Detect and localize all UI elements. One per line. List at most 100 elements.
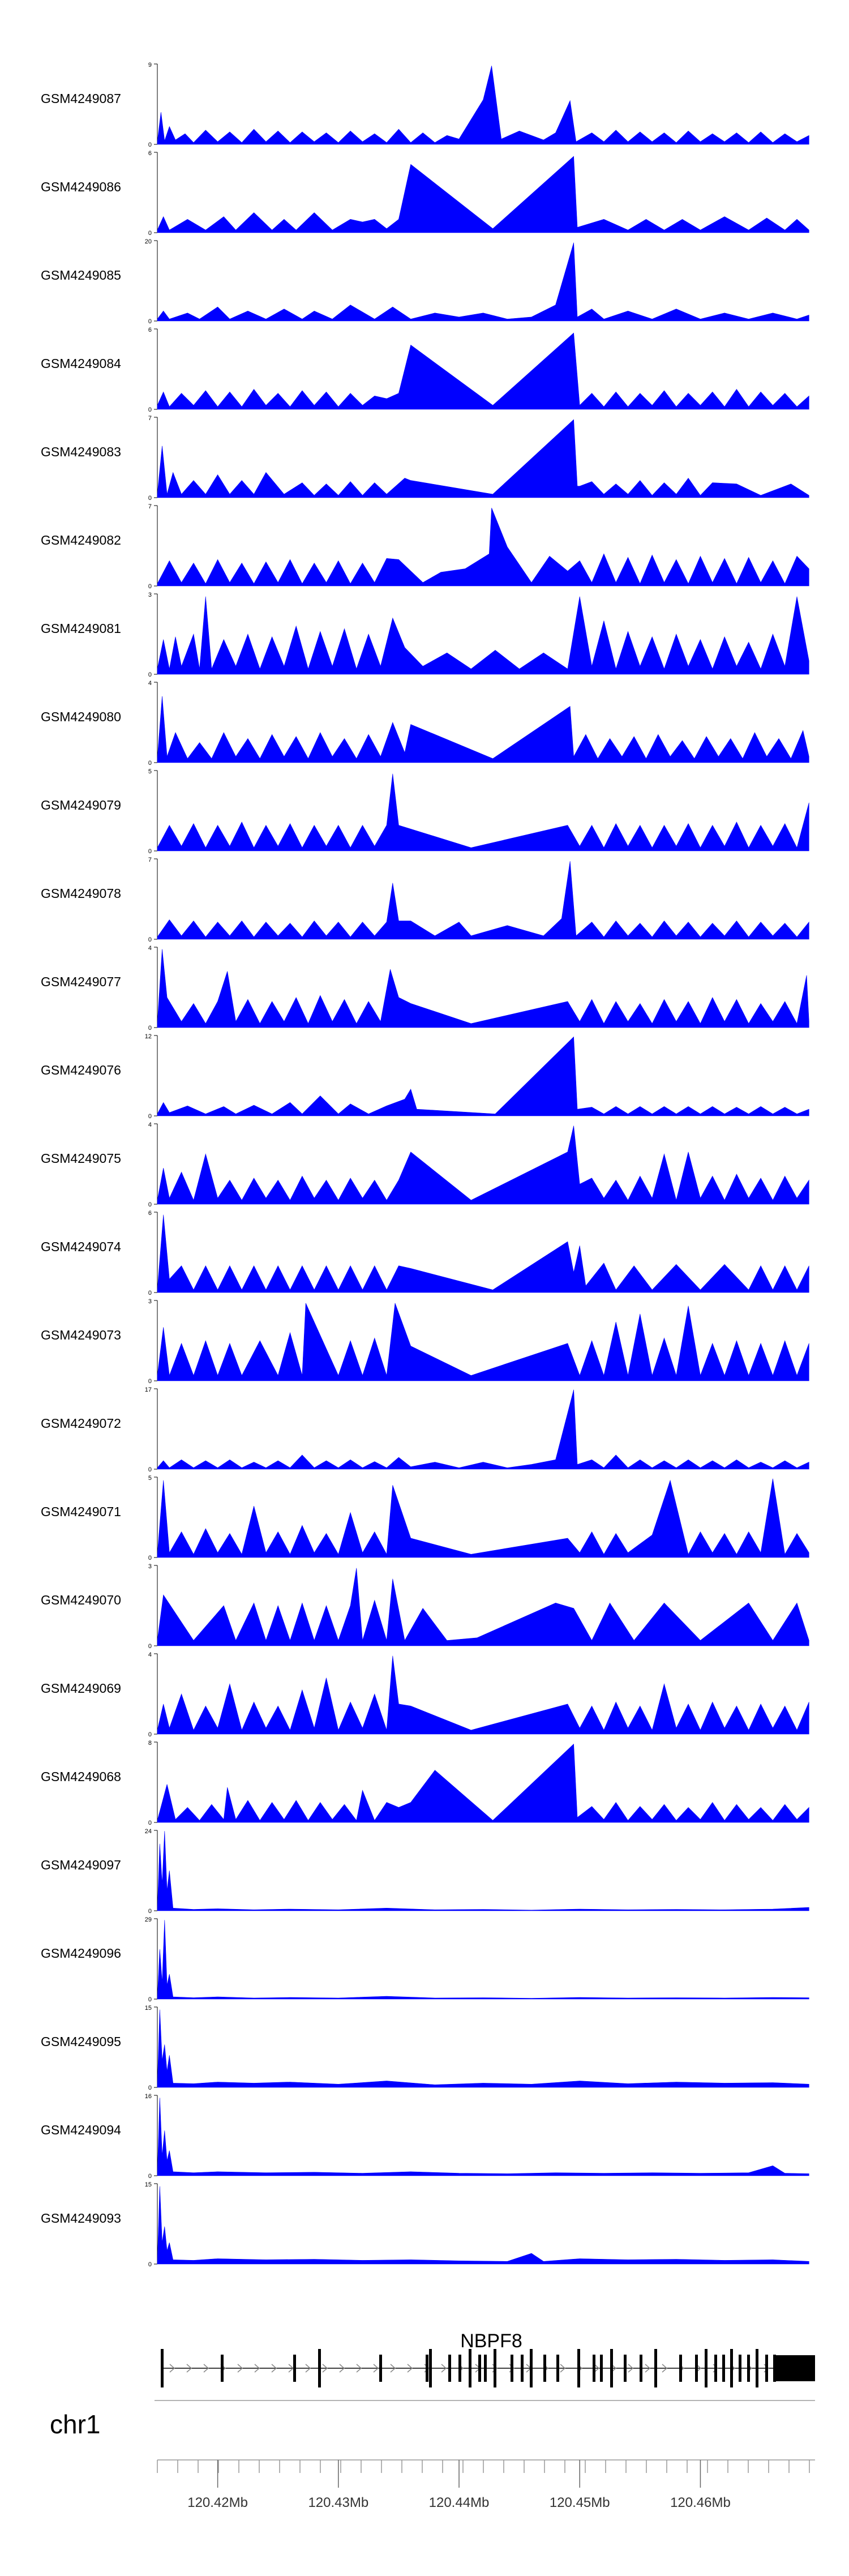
axis-tick-label: 120.43Mb xyxy=(308,2495,368,2510)
track: GSM4249072 17 0 xyxy=(41,1387,809,1473)
track-ymax-label: 5 xyxy=(148,1475,152,1482)
exon xyxy=(511,2355,513,2382)
chromosome-ideogram-track: chr1 xyxy=(50,2400,815,2473)
track: GSM4249075 4 0 xyxy=(41,1122,809,1208)
track: GSM4249086 6 0 xyxy=(41,150,809,237)
exon xyxy=(221,2355,224,2382)
track-label: GSM4249082 xyxy=(41,533,121,547)
track-label: GSM4249083 xyxy=(41,444,121,459)
track-ymax-label: 4 xyxy=(148,1122,152,1128)
strand-arrow xyxy=(254,2364,260,2373)
coverage-area xyxy=(157,773,809,851)
track-label: GSM4249095 xyxy=(41,2034,121,2049)
track: GSM4249073 3 0 xyxy=(41,1298,809,1385)
coverage-area xyxy=(157,1303,809,1381)
track-label: GSM4249094 xyxy=(41,2123,121,2137)
track-zero-label: 0 xyxy=(148,495,152,502)
track-label: GSM4249070 xyxy=(41,1593,121,1607)
track-ymax-label: 7 xyxy=(148,503,152,510)
exon xyxy=(773,2355,776,2382)
exon xyxy=(543,2355,546,2382)
coverage-area xyxy=(157,1920,809,2000)
track-label: GSM4249081 xyxy=(41,621,121,636)
exon xyxy=(556,2355,559,2382)
coverage-area xyxy=(157,1126,809,1205)
coverage-area xyxy=(157,1036,809,1116)
chromosome-label: chr1 xyxy=(50,2410,100,2439)
strand-arrow xyxy=(645,2364,651,2373)
track-label: GSM4249068 xyxy=(41,1769,121,1784)
exon xyxy=(484,2355,487,2382)
strand-arrow xyxy=(662,2364,668,2373)
exon xyxy=(458,2355,461,2382)
coverage-area xyxy=(157,1831,809,1911)
exon xyxy=(469,2349,471,2387)
coverage-area xyxy=(157,2186,809,2265)
track: GSM4249097 24 0 xyxy=(41,1828,809,1915)
strand-arrow xyxy=(560,2364,566,2373)
track-zero-label: 0 xyxy=(148,2085,152,2091)
axis-tick-label: 120.42Mb xyxy=(187,2495,248,2510)
track-label: GSM4249071 xyxy=(41,1504,121,1519)
coverage-area xyxy=(157,1568,809,1646)
track: GSM4249070 3 0 xyxy=(41,1563,809,1650)
strand-arrow xyxy=(169,2364,175,2373)
track: GSM4249095 15 0 xyxy=(41,2005,809,2091)
track-ymax-label: 12 xyxy=(145,1033,152,1040)
coverage-area xyxy=(157,419,809,498)
track: GSM4249076 12 0 xyxy=(41,1033,809,1120)
track-zero-label: 0 xyxy=(148,406,152,413)
track-ymax-label: 9 xyxy=(148,62,152,69)
track-ymax-label: 3 xyxy=(148,592,152,598)
track-ymax-label: 17 xyxy=(145,1387,152,1393)
track-ymax-label: 4 xyxy=(148,945,152,952)
track-ymax-label: 5 xyxy=(148,768,152,775)
track-zero-label: 0 xyxy=(148,1466,152,1473)
strand-arrow xyxy=(186,2364,192,2373)
track-label: GSM4249074 xyxy=(41,1239,121,1254)
track-ymax-label: 4 xyxy=(148,1651,152,1658)
track-zero-label: 0 xyxy=(148,2261,152,2268)
exon xyxy=(494,2349,496,2387)
track-zero-label: 0 xyxy=(148,1113,152,1120)
track-ymax-label: 3 xyxy=(148,1298,152,1305)
exon xyxy=(610,2349,613,2387)
coverage-area xyxy=(157,1655,809,1735)
exon xyxy=(654,2349,657,2387)
track-zero-label: 0 xyxy=(148,1378,152,1385)
gene-label: NBPF8 xyxy=(460,2330,522,2352)
track-zero-label: 0 xyxy=(148,1820,152,1826)
track: GSM4249069 4 0 xyxy=(41,1651,809,1738)
track-zero-label: 0 xyxy=(148,936,152,943)
exon xyxy=(426,2355,428,2382)
strand-arrow xyxy=(390,2364,396,2373)
track-zero-label: 0 xyxy=(148,1025,152,1032)
strand-arrow xyxy=(322,2364,328,2373)
track-ymax-label: 8 xyxy=(148,1740,152,1747)
track-label: GSM4249087 xyxy=(41,91,121,106)
exon xyxy=(429,2349,432,2387)
axis-tick-label: 120.44Mb xyxy=(429,2495,490,2510)
coverage-area xyxy=(157,861,809,940)
exon xyxy=(448,2355,451,2382)
gene-model-track: NBPF8 xyxy=(161,2330,815,2387)
exon xyxy=(293,2355,296,2382)
strand-arrow xyxy=(339,2364,345,2373)
exon xyxy=(600,2355,603,2382)
coverage-area xyxy=(157,949,809,1028)
track-zero-label: 0 xyxy=(148,848,152,855)
exon xyxy=(379,2355,382,2382)
coverage-area xyxy=(157,242,809,322)
strand-arrow xyxy=(628,2364,634,2373)
track-zero-label: 0 xyxy=(148,1643,152,1650)
track-zero-label: 0 xyxy=(148,760,152,767)
track: GSM4249085 20 0 xyxy=(41,238,809,325)
strand-arrow xyxy=(441,2364,447,2373)
exon xyxy=(521,2355,524,2382)
coverage-area xyxy=(157,696,809,763)
coverage-area xyxy=(157,2098,809,2176)
track-zero-label: 0 xyxy=(148,1908,152,1915)
strand-arrow xyxy=(271,2364,277,2373)
